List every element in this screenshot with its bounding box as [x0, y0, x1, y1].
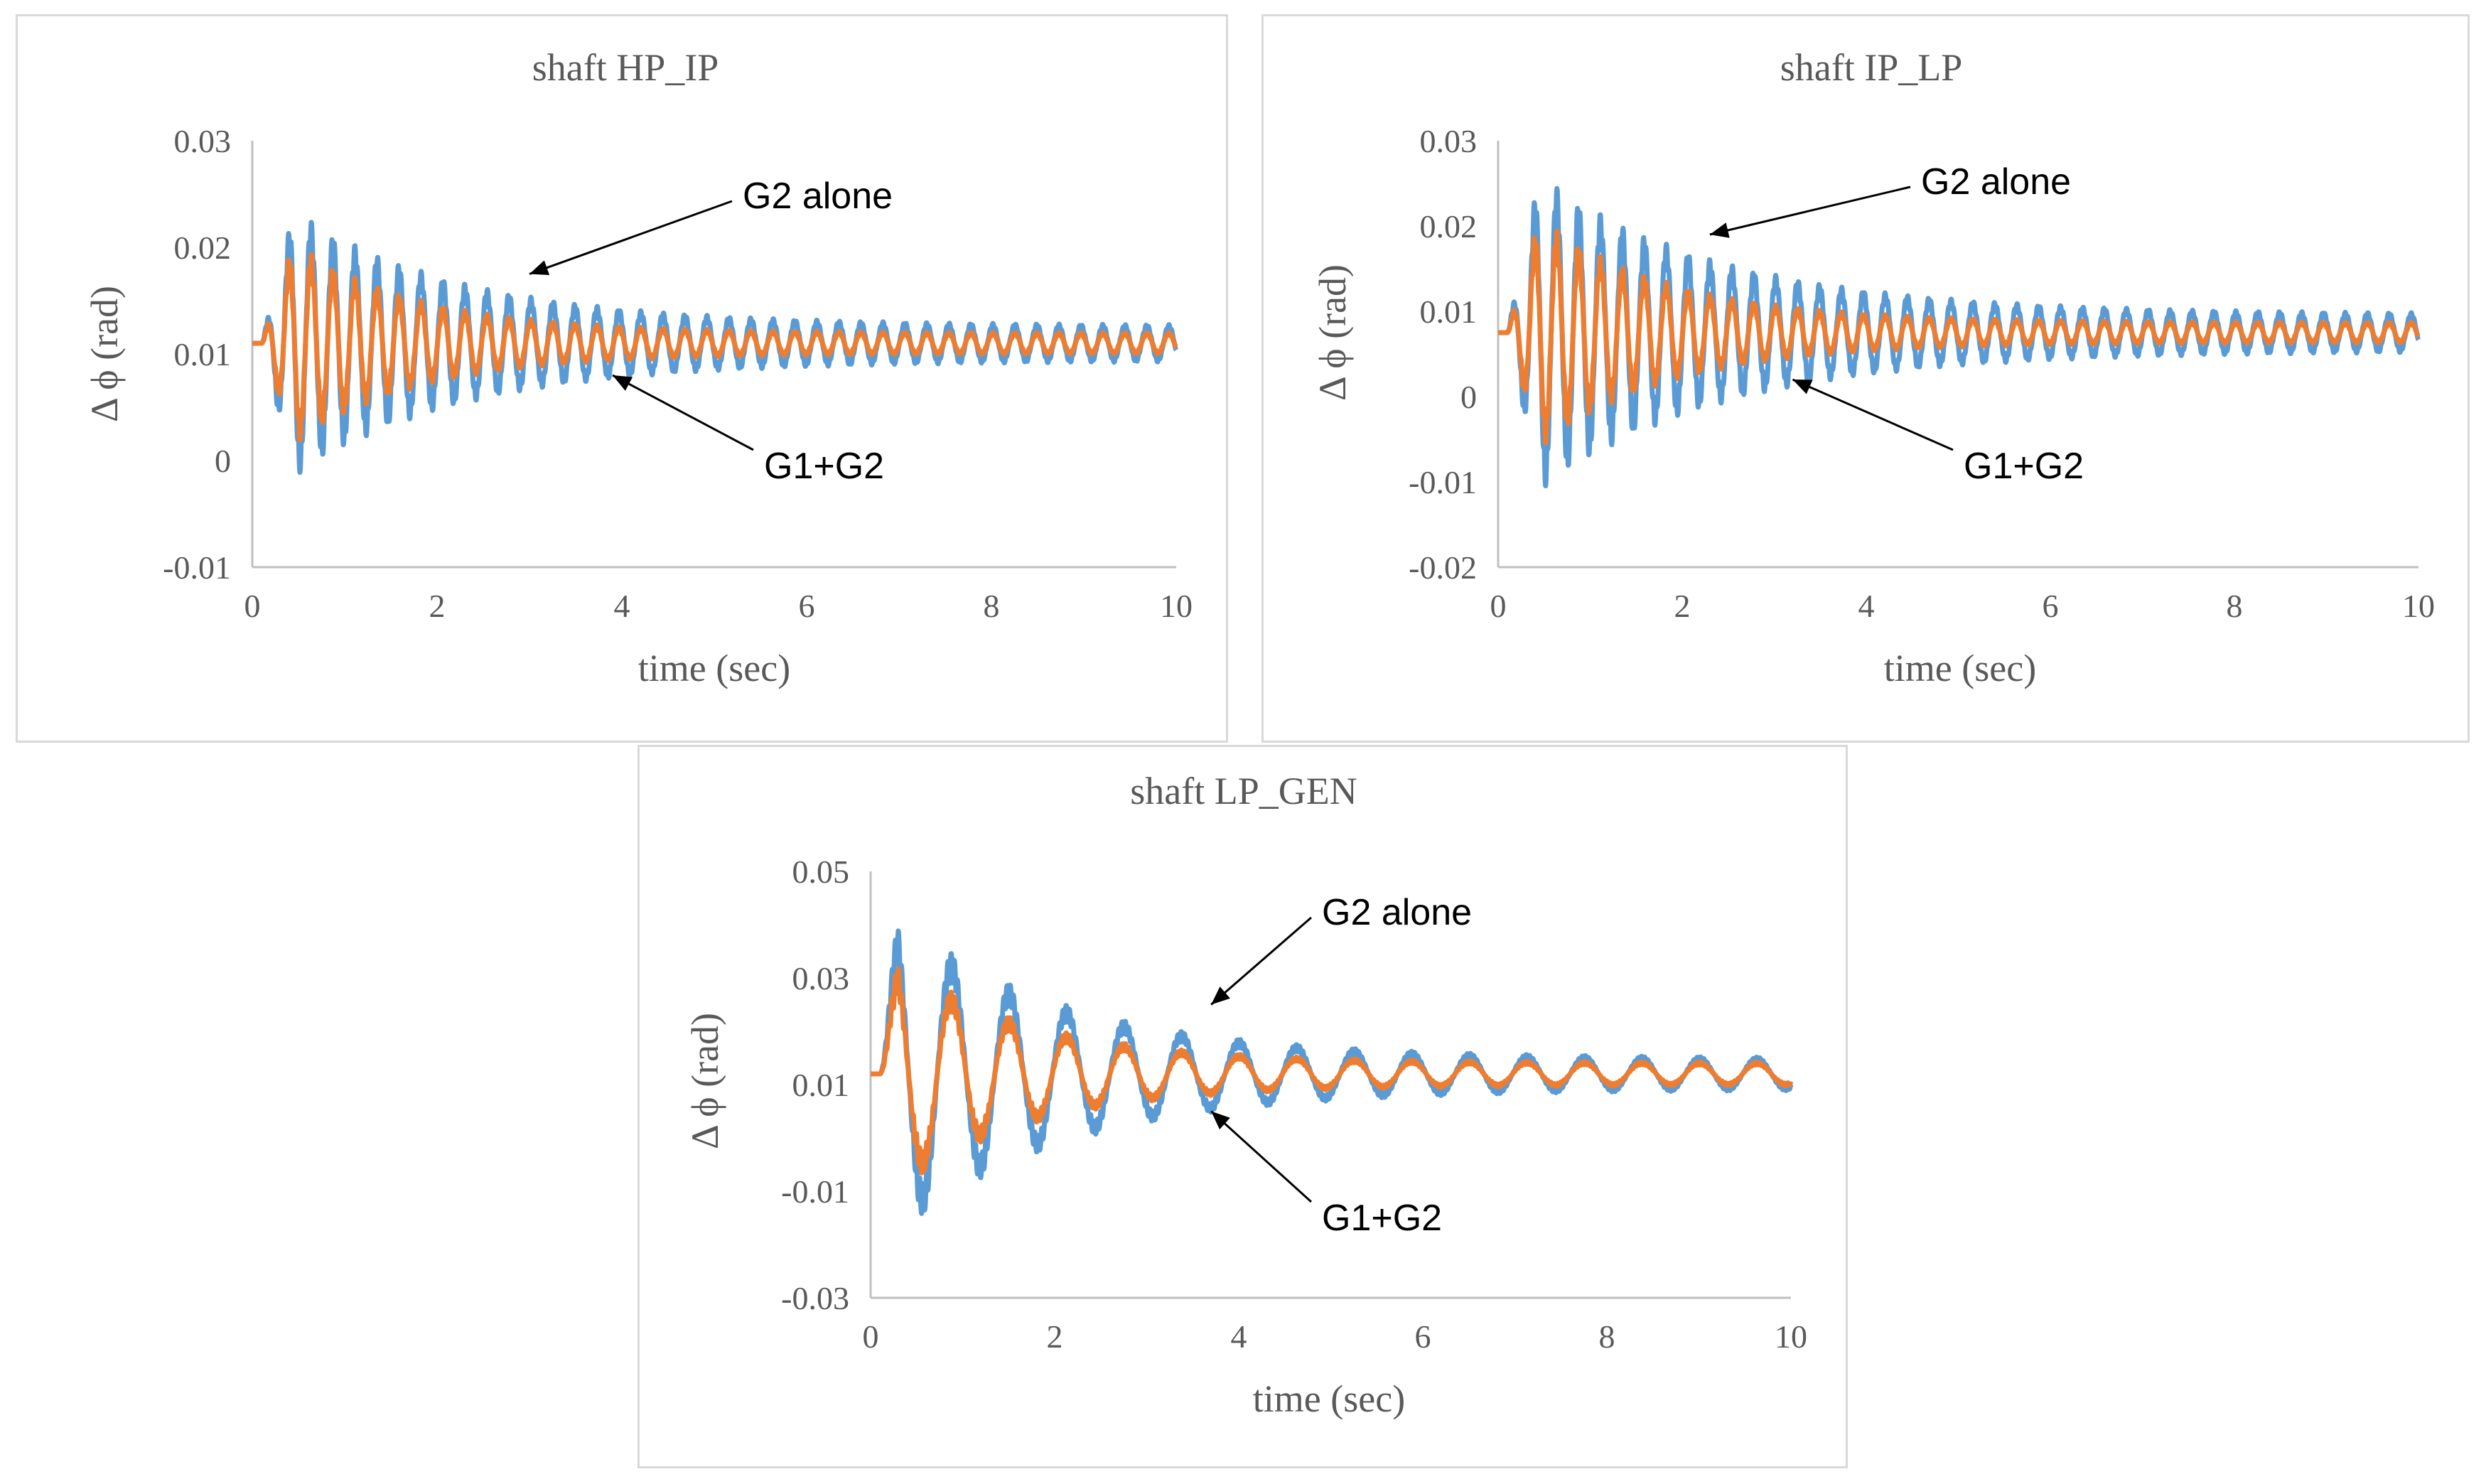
- x-tick-label: 2: [1674, 588, 1691, 624]
- annotation-arrow-head: [1709, 222, 1730, 238]
- chart-title: shaft LP_GEN: [1130, 770, 1357, 812]
- y-tick-label: 0: [1460, 379, 1477, 415]
- chart-svg-ip-lp: shaft IP_LP -0.02 -0.01 0 0.01 0.02 0.03 0 2 4 6…: [1311, 46, 2435, 689]
- x-tick-label: 10: [2402, 588, 2435, 624]
- y-axis-label: Δ ϕ (rad): [83, 286, 126, 422]
- annotation-arrow-line: [1709, 186, 1911, 236]
- annotation-label: G2 alone: [1921, 161, 2071, 203]
- annotation-label: G1+G2: [1322, 1198, 1442, 1239]
- series-line-g1-g2: [1496, 229, 2421, 446]
- y-tick-label: -0.01: [1409, 464, 1477, 500]
- series-line-g1-g2: [868, 967, 1794, 1176]
- annotation-arrow-line: [1210, 1110, 1313, 1203]
- chart-panel-lp-gen: shaft LP_GEN -0.03 -0.01 0.01 0.03 0.05 0 2 4 6…: [637, 745, 1848, 1468]
- chart-panel-ip-lp: shaft IP_LP -0.02 -0.01 0 0.01 0.02 0.03 0 2 4 6…: [1261, 14, 2470, 743]
- y-tick-label: 0: [215, 443, 231, 479]
- x-tick-label: 4: [1231, 1318, 1247, 1355]
- y-tick-label: -0.02: [1409, 549, 1477, 586]
- y-tick-label: 0.03: [1420, 123, 1478, 159]
- x-tick-label: 6: [799, 588, 815, 624]
- chart-title: shaft IP_LP: [1780, 46, 1963, 89]
- x-tick-label: 8: [2227, 588, 2243, 624]
- annotation-label: G1+G2: [1964, 446, 2084, 487]
- y-tick-label: 0.05: [792, 854, 850, 890]
- annotation-arrow-head: [1792, 380, 1813, 394]
- chart-title: shaft HP_IP: [532, 46, 719, 89]
- x-tick-label: 2: [429, 588, 446, 624]
- y-tick-label: -0.01: [781, 1173, 849, 1210]
- x-tick-label: 0: [1490, 588, 1507, 624]
- annotation-arrow-line: [529, 200, 733, 275]
- x-tick-label: 6: [2043, 588, 2059, 624]
- y-tick-label: -0.01: [163, 549, 231, 586]
- x-tick-label: 0: [863, 1318, 879, 1355]
- x-axis-label: time (sec): [1253, 1377, 1405, 1420]
- x-tick-label: 2: [1047, 1318, 1063, 1355]
- y-tick-label: 0.01: [792, 1067, 850, 1103]
- x-tick-label: 8: [984, 588, 1000, 624]
- x-tick-label: 8: [1599, 1318, 1615, 1355]
- x-tick-label: 4: [1858, 588, 1875, 624]
- annotation-arrow-head: [1211, 986, 1230, 1005]
- y-axis-label: Δ ϕ (rad): [684, 1013, 726, 1149]
- annotation-arrow-line: [1210, 916, 1312, 1006]
- x-tick-label: 4: [614, 588, 630, 624]
- series-line-g1-g2: [250, 252, 1178, 443]
- x-tick-label: 0: [244, 588, 261, 624]
- annotation-arrow-head: [1211, 1111, 1230, 1130]
- annotation-label: G1+G2: [764, 446, 884, 487]
- annotation-arrow-head: [613, 375, 633, 391]
- annotation-arrow-line: [612, 374, 754, 451]
- y-tick-label: 0.02: [1420, 208, 1478, 244]
- x-tick-label: 10: [1775, 1318, 1807, 1355]
- x-axis-label: time (sec): [638, 647, 790, 689]
- chart-svg-hp-ip: shaft HP_IP -0.01 0 0.01 0.02 0.03 0 2 4 6 8 10 G…: [83, 46, 1193, 689]
- annotation-label: G2 alone: [743, 176, 893, 217]
- y-tick-label: -0.03: [781, 1280, 849, 1316]
- chart-svg-lp-gen: shaft LP_GEN -0.03 -0.01 0.01 0.03 0.05 0 2 4 6…: [684, 770, 1807, 1420]
- annotation-label: G2 alone: [1322, 892, 1472, 933]
- x-tick-label: 10: [1160, 588, 1193, 624]
- annotation-arrow-head: [529, 260, 550, 276]
- annotation-arrow-line: [1792, 378, 1954, 451]
- x-tick-label: 6: [1415, 1318, 1431, 1355]
- chart-panel-hp-ip: shaft HP_IP -0.01 0 0.01 0.02 0.03 0 2 4 6 8 10 G…: [16, 14, 1228, 743]
- y-tick-label: 0.02: [174, 230, 232, 266]
- y-tick-label: 0.03: [174, 123, 232, 159]
- y-axis-label: Δ ϕ (rad): [1311, 264, 1354, 401]
- x-axis-label: time (sec): [1884, 647, 2036, 689]
- y-tick-label: 0.01: [1420, 294, 1478, 330]
- y-tick-label: 0.03: [792, 960, 850, 996]
- y-tick-label: 0.01: [174, 336, 232, 372]
